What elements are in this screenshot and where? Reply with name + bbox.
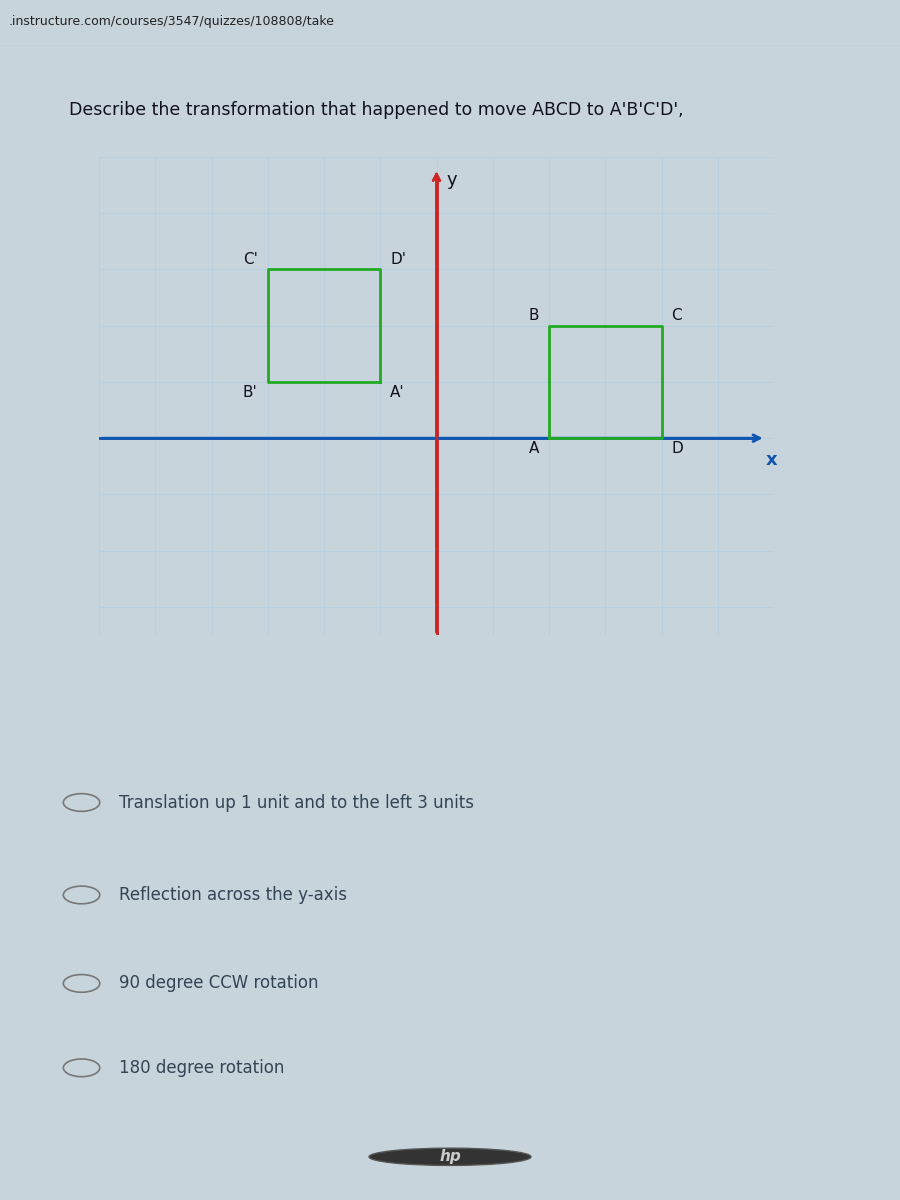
- Text: Describe the transformation that happened to move ABCD to A'B'C'D',: Describe the transformation that happene…: [69, 101, 684, 119]
- Circle shape: [369, 1148, 531, 1165]
- Text: A': A': [391, 385, 405, 400]
- Text: C: C: [671, 308, 682, 323]
- Text: B': B': [243, 385, 257, 400]
- Text: B: B: [528, 308, 539, 323]
- Text: Reflection across the y-axis: Reflection across the y-axis: [119, 886, 346, 904]
- Text: hp: hp: [439, 1150, 461, 1164]
- Text: C': C': [243, 252, 257, 266]
- Text: Translation up 1 unit and to the left 3 units: Translation up 1 unit and to the left 3 …: [119, 793, 473, 811]
- Text: x: x: [765, 450, 777, 468]
- Text: .instructure.com/courses/3547/quizzes/108808/take: .instructure.com/courses/3547/quizzes/10…: [9, 16, 335, 29]
- Text: 90 degree CCW rotation: 90 degree CCW rotation: [119, 974, 319, 992]
- Text: 180 degree rotation: 180 degree rotation: [119, 1058, 284, 1076]
- Text: D': D': [391, 252, 407, 266]
- Text: D: D: [671, 440, 683, 456]
- Text: A: A: [528, 440, 539, 456]
- Text: y: y: [446, 170, 457, 188]
